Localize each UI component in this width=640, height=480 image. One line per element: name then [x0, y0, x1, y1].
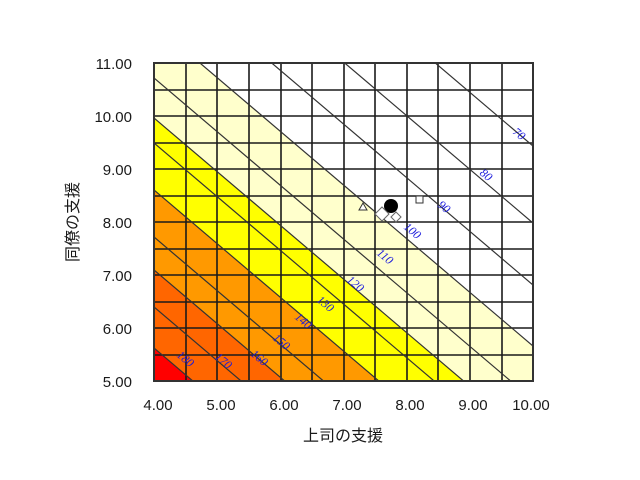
- svg-text:11.00: 11.00: [96, 56, 132, 73]
- svg-text:6.00: 6.00: [269, 397, 298, 414]
- contour-lines: [154, 63, 533, 381]
- svg-text:8.00: 8.00: [103, 215, 132, 232]
- contour-110: [154, 77, 512, 381]
- svg-text:9.00: 9.00: [103, 162, 132, 179]
- y-axis-title: 同僚の支援: [63, 182, 82, 262]
- svg-text:7.00: 7.00: [332, 397, 361, 414]
- contour-70: [434, 63, 533, 147]
- svg-text:10.00: 10.00: [94, 109, 132, 126]
- x-axis-title: 上司の支援: [303, 426, 383, 445]
- svg-text:9.00: 9.00: [458, 397, 487, 414]
- contour-80: [343, 63, 533, 224]
- plot-border: [153, 62, 534, 382]
- marker-filled-circle: [384, 199, 398, 213]
- x-axis-ticks: 4.00 5.00 6.00 7.00 8.00 9.00 10.00: [143, 397, 549, 414]
- marker-diamond-small: [390, 211, 402, 223]
- contour-120: [154, 117, 465, 381]
- contour-170: [154, 306, 243, 381]
- contour-150: [154, 236, 325, 381]
- svg-text:4.00: 4.00: [143, 397, 172, 414]
- svg-text:10.00: 10.00: [512, 397, 550, 414]
- marker-triangle: [358, 201, 368, 211]
- svg-text:7.00: 7.00: [103, 268, 132, 285]
- svg-text:5.00: 5.00: [103, 374, 132, 391]
- svg-text:5.00: 5.00: [206, 397, 235, 414]
- y-axis-ticks: 5.00 6.00 7.00 8.00 9.00 10.00 11.00: [94, 56, 132, 391]
- svg-text:6.00: 6.00: [103, 321, 132, 338]
- marker-square: [415, 195, 424, 204]
- svg-text:8.00: 8.00: [395, 397, 424, 414]
- contour-140: [154, 189, 380, 381]
- contour-130: [154, 142, 436, 381]
- contour-160: [154, 269, 286, 381]
- marker-diamond: [374, 206, 390, 222]
- plot-area: 70 80 90 100 110 120 130 140 150 160 170…: [154, 63, 533, 381]
- contour-100: [198, 63, 533, 347]
- contour-90: [270, 63, 533, 286]
- markers: [358, 195, 424, 223]
